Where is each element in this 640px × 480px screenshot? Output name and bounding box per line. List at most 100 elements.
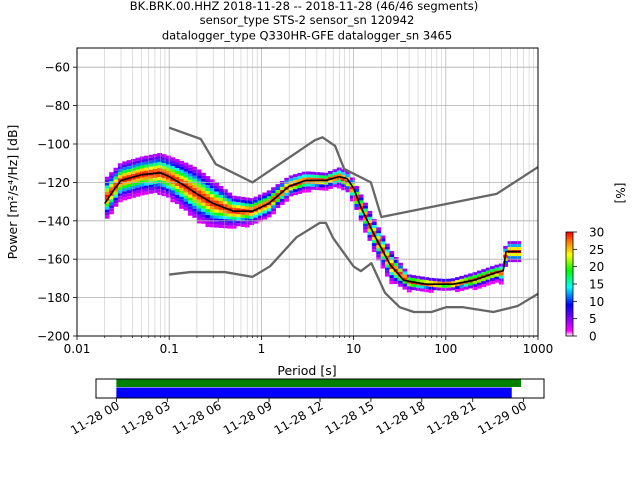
density-cell xyxy=(262,207,268,211)
noise-model-lines xyxy=(104,126,538,314)
density-cell xyxy=(126,175,132,179)
density-cell xyxy=(455,280,460,284)
density-cell xyxy=(258,194,263,198)
density-cell xyxy=(275,190,281,194)
density-cell xyxy=(117,175,123,179)
density-cell xyxy=(249,207,255,211)
density-cell xyxy=(161,178,167,182)
density-cell xyxy=(380,238,386,242)
colorbar: 0 5 10 15 20 25 30 [%] xyxy=(565,183,627,344)
density-cell xyxy=(117,193,123,197)
density-cell xyxy=(485,267,491,271)
density-cell xyxy=(166,194,171,198)
density-cell xyxy=(345,180,351,184)
density-cell xyxy=(113,182,119,186)
density-cell xyxy=(135,160,141,164)
density-cell xyxy=(104,179,110,183)
density-cell xyxy=(144,164,149,168)
density-cell xyxy=(455,289,460,293)
density-cell xyxy=(516,259,522,263)
density-cell xyxy=(144,182,149,186)
density-cell xyxy=(192,184,198,188)
density-cell xyxy=(113,191,119,195)
density-cell xyxy=(122,185,128,189)
density-cell xyxy=(371,225,377,229)
density-cell xyxy=(293,174,298,178)
density-cell xyxy=(472,281,478,285)
density-cell xyxy=(187,203,193,207)
density-cell xyxy=(209,203,215,207)
density-cell xyxy=(389,272,395,276)
density-cell xyxy=(459,284,465,288)
density-cell xyxy=(481,269,487,273)
density-cell xyxy=(205,191,211,195)
density-cell xyxy=(363,226,368,230)
density-cell xyxy=(135,184,141,188)
density-cell xyxy=(152,159,158,163)
density-cell xyxy=(389,278,395,282)
colorbar-label: [%] xyxy=(613,183,627,204)
density-cell xyxy=(179,160,184,164)
density-cell xyxy=(314,178,320,182)
density-cell xyxy=(481,284,487,288)
density-cell xyxy=(358,218,364,222)
density-cell xyxy=(192,187,198,191)
density-cell xyxy=(398,262,403,266)
title-line-2: sensor_type STS-2 sensor_sn 120942 xyxy=(200,13,415,27)
density-heatmap xyxy=(104,153,522,293)
density-cell xyxy=(363,223,368,227)
density-cell xyxy=(187,179,193,183)
density-cell xyxy=(166,158,171,162)
density-cell xyxy=(131,170,136,174)
density-cell xyxy=(328,170,333,174)
density-cell xyxy=(187,197,193,201)
density-cell xyxy=(131,164,136,168)
density-cell xyxy=(109,199,114,203)
density-cell xyxy=(236,196,241,200)
density-cell xyxy=(236,214,241,218)
density-cell xyxy=(306,189,311,193)
density-cell xyxy=(328,185,333,189)
density-cell xyxy=(209,197,215,201)
density-cell xyxy=(371,237,377,241)
colorbar-gradient xyxy=(565,231,574,337)
density-cell xyxy=(446,284,452,288)
density-cell xyxy=(139,159,145,163)
density-cell xyxy=(227,222,233,226)
density-cell xyxy=(122,197,128,201)
density-cell xyxy=(494,267,500,271)
density-cell xyxy=(420,285,425,289)
density-cell xyxy=(205,218,211,222)
density-cell xyxy=(411,284,417,288)
density-cell xyxy=(231,201,237,205)
density-cell xyxy=(179,184,184,188)
density-cell xyxy=(376,236,382,240)
colorbar-tick-label: 30 xyxy=(589,226,604,240)
density-cell xyxy=(196,199,202,203)
density-cell xyxy=(104,194,110,198)
density-cell xyxy=(428,286,434,290)
density-cell xyxy=(389,254,395,258)
density-cell xyxy=(441,281,447,285)
density-cell xyxy=(258,218,263,222)
density-cell xyxy=(459,287,465,291)
density-cell xyxy=(218,203,224,207)
density-cell xyxy=(179,163,184,167)
plot-grid xyxy=(76,48,538,337)
density-cell xyxy=(380,241,386,245)
density-cell xyxy=(253,196,259,200)
density-cell xyxy=(494,276,500,280)
density-cell xyxy=(113,170,119,174)
density-cell xyxy=(301,171,307,175)
x-axis-ticks: 0.01 0.1 1 10 100 1000 xyxy=(64,336,553,356)
density-cell xyxy=(236,202,241,206)
density-cell xyxy=(157,189,163,193)
density-cell xyxy=(104,191,110,195)
density-cell xyxy=(222,225,228,229)
density-cell xyxy=(240,223,246,227)
density-cell xyxy=(122,188,128,192)
y-axis-ticks: −200 −180 −160 −140 −120 −100 −80 −60 xyxy=(37,61,77,344)
density-cell xyxy=(139,192,145,196)
density-cell xyxy=(301,189,307,193)
timeline-bars xyxy=(116,379,522,398)
